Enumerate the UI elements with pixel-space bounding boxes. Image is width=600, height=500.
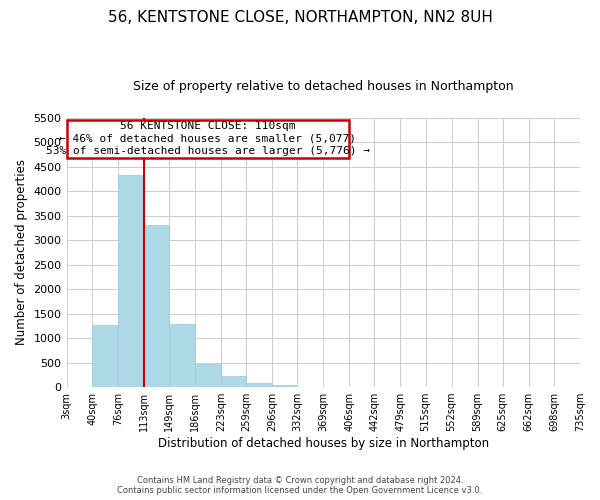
Bar [118, 175, 144, 387]
Title: Size of property relative to detached houses in Northampton: Size of property relative to detached ho… [133, 80, 514, 93]
Bar [92, 325, 118, 387]
Bar [272, 385, 298, 387]
FancyBboxPatch shape [67, 120, 349, 158]
Y-axis label: Number of detached properties: Number of detached properties [15, 160, 28, 346]
Bar [144, 226, 169, 387]
Bar [169, 324, 195, 387]
Text: 53% of semi-detached houses are larger (5,776) →: 53% of semi-detached houses are larger (… [46, 146, 370, 156]
Bar [195, 364, 221, 387]
Text: ← 46% of detached houses are smaller (5,077): ← 46% of detached houses are smaller (5,… [59, 134, 356, 144]
Text: 56 KENTSTONE CLOSE: 110sqm: 56 KENTSTONE CLOSE: 110sqm [120, 122, 296, 132]
X-axis label: Distribution of detached houses by size in Northampton: Distribution of detached houses by size … [158, 437, 489, 450]
Bar [221, 376, 246, 387]
Bar [246, 383, 272, 387]
Text: 56, KENTSTONE CLOSE, NORTHAMPTON, NN2 8UH: 56, KENTSTONE CLOSE, NORTHAMPTON, NN2 8U… [107, 10, 493, 25]
Text: Contains HM Land Registry data © Crown copyright and database right 2024.
Contai: Contains HM Land Registry data © Crown c… [118, 476, 482, 495]
